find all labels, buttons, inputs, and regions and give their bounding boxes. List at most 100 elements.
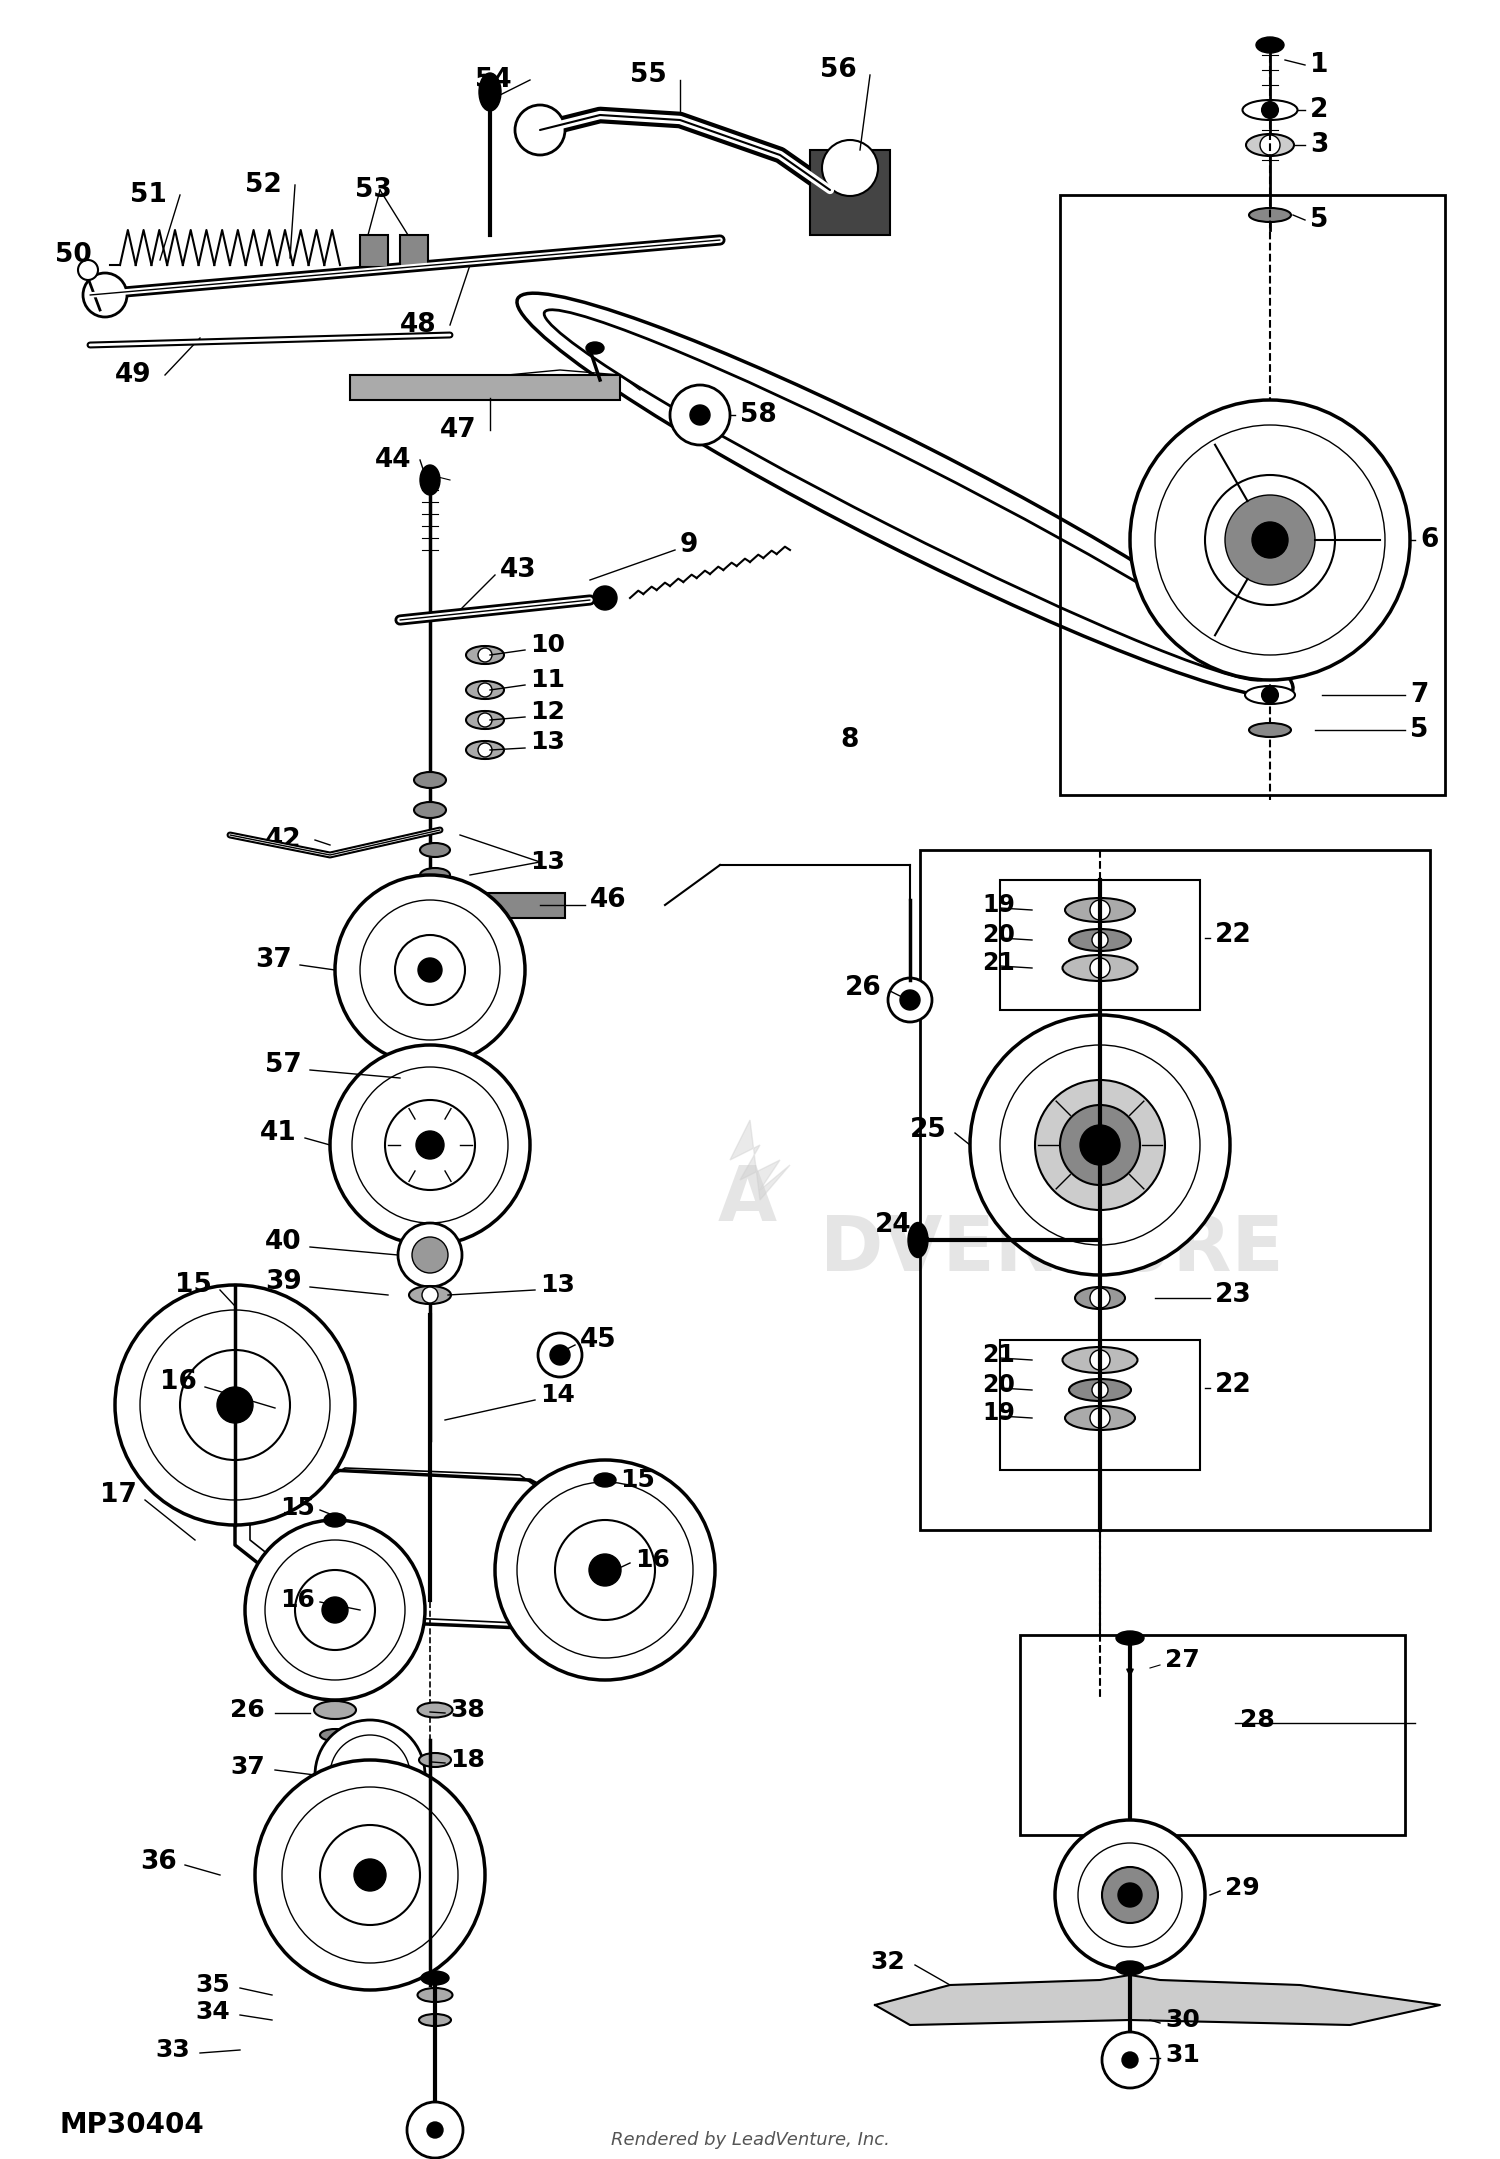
Circle shape	[334, 874, 525, 1064]
Circle shape	[1204, 475, 1335, 605]
Circle shape	[888, 978, 932, 1021]
Circle shape	[360, 900, 500, 1041]
Circle shape	[1102, 1868, 1158, 1924]
Ellipse shape	[420, 868, 450, 883]
Text: 9: 9	[680, 531, 699, 557]
Circle shape	[478, 648, 492, 663]
Circle shape	[406, 2103, 463, 2159]
Text: Rendered by LeadVenture, Inc.: Rendered by LeadVenture, Inc.	[610, 2131, 890, 2148]
Ellipse shape	[466, 741, 504, 760]
Text: 18: 18	[450, 1749, 484, 1773]
Circle shape	[1102, 2032, 1158, 2088]
Ellipse shape	[216, 1289, 254, 1321]
Circle shape	[1130, 399, 1410, 680]
Text: 4: 4	[700, 412, 718, 438]
Text: 51: 51	[130, 181, 166, 207]
Text: 21: 21	[982, 1343, 1014, 1367]
Circle shape	[822, 140, 878, 196]
Text: 44: 44	[375, 447, 411, 473]
Circle shape	[82, 272, 128, 317]
Circle shape	[358, 1764, 382, 1788]
Text: 52: 52	[244, 173, 282, 199]
Text: 21: 21	[982, 950, 1014, 976]
Ellipse shape	[1062, 954, 1137, 980]
Text: 31: 31	[1166, 2042, 1200, 2066]
Circle shape	[1122, 2051, 1138, 2068]
Ellipse shape	[1065, 898, 1136, 922]
Text: 2: 2	[1310, 97, 1329, 123]
Ellipse shape	[466, 646, 504, 665]
Text: 16: 16	[280, 1589, 315, 1613]
Circle shape	[1262, 101, 1278, 119]
Circle shape	[320, 1824, 420, 1926]
Text: 3: 3	[1310, 132, 1329, 158]
Text: 23: 23	[1215, 1282, 1251, 1308]
Text: 16: 16	[634, 1548, 670, 1572]
Circle shape	[422, 1071, 438, 1086]
Circle shape	[1090, 900, 1110, 920]
Text: 35: 35	[195, 1973, 230, 1997]
Bar	[360, 235, 388, 268]
Ellipse shape	[320, 1729, 350, 1740]
Bar	[1060, 194, 1444, 795]
Circle shape	[180, 1349, 290, 1459]
Text: 5: 5	[1310, 207, 1329, 233]
Ellipse shape	[414, 801, 446, 818]
Text: 40: 40	[266, 1228, 302, 1254]
Text: 43: 43	[500, 557, 537, 583]
Bar	[810, 149, 889, 235]
Circle shape	[1262, 687, 1278, 704]
Text: 36: 36	[140, 1848, 177, 1874]
Circle shape	[478, 712, 492, 728]
Text: 13: 13	[540, 1274, 574, 1298]
Text: 32: 32	[870, 1950, 904, 1973]
Bar	[1020, 1634, 1406, 1835]
Circle shape	[244, 1520, 424, 1699]
Circle shape	[514, 106, 566, 155]
Circle shape	[315, 1721, 424, 1831]
Circle shape	[413, 1060, 448, 1097]
Text: 56: 56	[821, 56, 856, 82]
Circle shape	[217, 1386, 254, 1423]
Ellipse shape	[1256, 37, 1284, 54]
Text: 26: 26	[844, 976, 882, 1002]
Ellipse shape	[1250, 723, 1292, 736]
Text: DVENTURE: DVENTURE	[821, 1213, 1284, 1287]
Text: 48: 48	[400, 313, 436, 339]
Ellipse shape	[586, 341, 604, 354]
Ellipse shape	[1242, 99, 1298, 121]
Ellipse shape	[420, 842, 450, 857]
Ellipse shape	[1070, 928, 1131, 950]
Text: 14: 14	[540, 1384, 574, 1408]
Polygon shape	[730, 1121, 790, 1200]
Text: 13: 13	[530, 730, 566, 753]
Circle shape	[140, 1311, 330, 1501]
Circle shape	[1090, 1349, 1110, 1371]
Circle shape	[1118, 1883, 1142, 1906]
Text: 39: 39	[266, 1269, 302, 1295]
Circle shape	[970, 1015, 1230, 1276]
Text: A: A	[718, 1164, 777, 1237]
Text: 1: 1	[1310, 52, 1329, 78]
Circle shape	[1080, 1125, 1120, 1166]
Text: 29: 29	[1226, 1876, 1260, 1900]
Circle shape	[518, 1481, 693, 1658]
Polygon shape	[874, 1975, 1440, 2025]
Ellipse shape	[422, 1971, 448, 1984]
Circle shape	[1092, 1382, 1108, 1399]
Circle shape	[1252, 522, 1288, 557]
Text: 38: 38	[450, 1697, 484, 1723]
Circle shape	[330, 1736, 410, 1816]
Circle shape	[354, 1859, 386, 1891]
Circle shape	[550, 1345, 570, 1364]
Ellipse shape	[1245, 687, 1294, 704]
Ellipse shape	[478, 73, 501, 110]
Text: 24: 24	[874, 1211, 912, 1237]
Ellipse shape	[419, 1753, 452, 1766]
Circle shape	[1092, 933, 1108, 948]
Circle shape	[413, 1237, 448, 1274]
Circle shape	[1260, 136, 1280, 155]
Ellipse shape	[417, 1988, 453, 2001]
Text: 28: 28	[1240, 1708, 1275, 1732]
Ellipse shape	[417, 1703, 453, 1719]
